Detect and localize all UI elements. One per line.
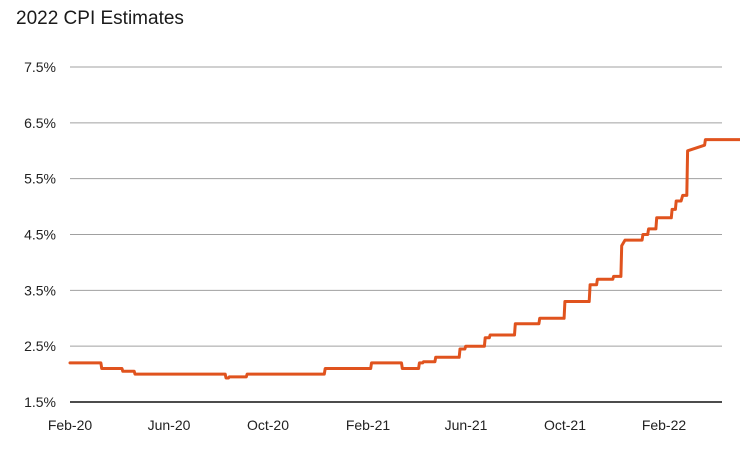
y-axis-ticks: 1.5% 2.5% 3.5% 4.5% 5.5% 6.5% 7.5% [24, 59, 56, 410]
y-tick-label: 4.5% [24, 227, 56, 243]
y-tick-label: 7.5% [24, 59, 56, 75]
x-tick-label: Oct-20 [247, 417, 289, 433]
x-tick-label: Feb-20 [48, 417, 93, 433]
y-tick-label: 3.5% [24, 282, 56, 298]
x-axis-ticks: Feb-20 Jun-20 Oct-20 Feb-21 Jun-21 Oct-21 Feb-… [48, 417, 687, 433]
series-line [68, 138, 740, 380]
x-tick-label: Jun-20 [148, 417, 191, 433]
gridlines [70, 66, 722, 403]
plot-area [68, 138, 740, 380]
x-tick-label: Feb-22 [642, 417, 687, 433]
y-tick-label: 1.5% [24, 394, 56, 410]
y-tick-label: 2.5% [24, 338, 56, 354]
x-tick-label: Jun-21 [445, 417, 488, 433]
x-tick-label: Feb-21 [346, 417, 391, 433]
x-tick-label: Oct-21 [544, 417, 586, 433]
y-tick-label: 6.5% [24, 115, 56, 131]
y-tick-label: 5.5% [24, 171, 56, 187]
chart-title: 2022 CPI Estimates [16, 8, 184, 29]
